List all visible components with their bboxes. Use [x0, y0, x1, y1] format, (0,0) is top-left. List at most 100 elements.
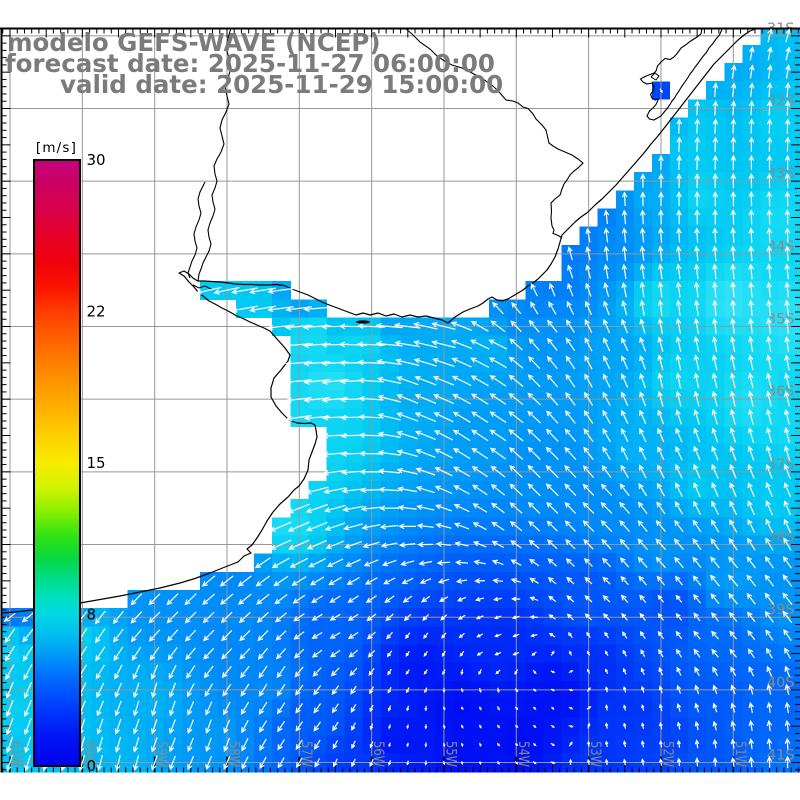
wave-arrow: [413, 340, 438, 348]
wave-arrow: [657, 245, 664, 261]
lon-label: 54W: [515, 741, 531, 767]
wave-arrow: [441, 632, 447, 639]
wave-arrow: [453, 466, 471, 477]
wave-arrow: [95, 664, 105, 680]
field-cell: [435, 771, 454, 773]
wave-arrow: [418, 560, 433, 566]
wave-arrow: [460, 706, 464, 711]
wave-arrow: [766, 172, 773, 189]
wave-arrow: [711, 500, 719, 515]
wave-arrow: [765, 427, 772, 443]
wave-arrow: [692, 538, 702, 551]
wave-arrow: [568, 688, 574, 692]
wave-arrow: [657, 263, 664, 280]
wave-arrow: [508, 392, 524, 406]
wave-arrow: [239, 647, 251, 660]
wave-arrow: [748, 209, 755, 225]
wave-arrow: [730, 227, 736, 243]
lat-label: 39S: [767, 602, 795, 618]
wave-arrow: [546, 373, 559, 388]
wave-arrow: [508, 411, 524, 424]
wave-arrow: [312, 667, 322, 677]
wave-arrow: [425, 779, 427, 783]
wave-arrow: [528, 319, 540, 333]
wave-arrow: [729, 630, 738, 640]
wave-arrow: [401, 577, 414, 585]
lat-label: 36S: [767, 384, 795, 400]
wave-arrow: [784, 372, 790, 389]
wave-arrow: [241, 719, 249, 734]
wave-arrow: [675, 612, 683, 621]
uruguay-river-west-bank: [187, 181, 206, 279]
wave-arrow: [620, 464, 629, 479]
wave-arrow: [583, 557, 593, 567]
wave-arrow: [603, 318, 611, 334]
wave-arrow: [621, 209, 628, 225]
wave-arrow: [730, 118, 737, 134]
lon-label: 58W: [225, 741, 241, 767]
field-cell: [543, 771, 562, 773]
wave-arrow: [437, 578, 450, 584]
wave-arrow: [765, 537, 774, 551]
wave-arrow: [405, 632, 411, 640]
wave-arrow: [187, 719, 194, 735]
wave-arrow: [474, 578, 486, 584]
wave-arrow: [602, 595, 611, 603]
wave-arrow: [205, 701, 213, 716]
wave-arrow: [566, 595, 575, 603]
wave-arrow: [450, 339, 473, 350]
wave-arrow: [674, 556, 684, 569]
lon-label: 51W: [732, 741, 748, 767]
wave-arrow: [405, 650, 410, 657]
wave-arrow: [115, 755, 121, 772]
wave-arrow: [293, 648, 305, 659]
wave-arrow: [133, 755, 140, 771]
wave-arrow: [364, 577, 378, 585]
wave-arrow: [453, 522, 470, 530]
wave-arrow: [332, 740, 339, 750]
wave-arrow: [784, 317, 790, 334]
wave-arrow: [348, 649, 359, 658]
wave-arrow: [582, 483, 595, 496]
wave-arrow: [550, 650, 555, 656]
wave-arrow: [730, 209, 737, 225]
wave-arrow: [397, 504, 417, 511]
model-title: modelo GEFS-WAVE (NCEP): [7, 28, 381, 57]
wave-arrow: [532, 706, 537, 710]
wave-arrow: [359, 469, 383, 475]
wave-arrow: [564, 410, 576, 424]
wave-arrow: [730, 281, 736, 298]
field-cell: [507, 771, 526, 773]
wave-arrow: [205, 737, 212, 753]
wave-arrow: [639, 263, 646, 280]
wave-arrow: [369, 758, 374, 768]
wave-arrow: [470, 357, 490, 368]
wave-arrow: [508, 429, 524, 442]
wave-arrow: [396, 467, 418, 475]
wave-arrow: [748, 701, 754, 713]
wave-arrow: [269, 539, 292, 550]
wave-arrow: [623, 722, 627, 729]
wave-arrow: [746, 574, 757, 587]
wave-arrow: [657, 612, 664, 621]
wave-arrow: [548, 632, 556, 638]
wave-arrow: [493, 615, 502, 620]
wave-arrow: [621, 355, 629, 370]
wave-arrow: [586, 758, 591, 766]
wave-arrow: [567, 246, 573, 261]
wave-arrow: [347, 613, 359, 621]
wave-arrow: [621, 245, 628, 261]
wave-arrow: [249, 305, 276, 313]
wave-arrow: [325, 540, 345, 550]
wave-arrow: [694, 666, 700, 677]
wave-arrow: [134, 774, 139, 788]
wave-arrow: [379, 505, 400, 512]
wave-arrow: [729, 648, 737, 658]
wave-arrow: [440, 614, 448, 621]
wave-arrow: [132, 718, 140, 735]
wave-arrow: [5, 681, 14, 699]
wave-arrow: [406, 760, 410, 766]
wave-arrow: [602, 613, 611, 621]
wave-arrow: [271, 557, 290, 568]
wave-arrow: [400, 560, 415, 567]
